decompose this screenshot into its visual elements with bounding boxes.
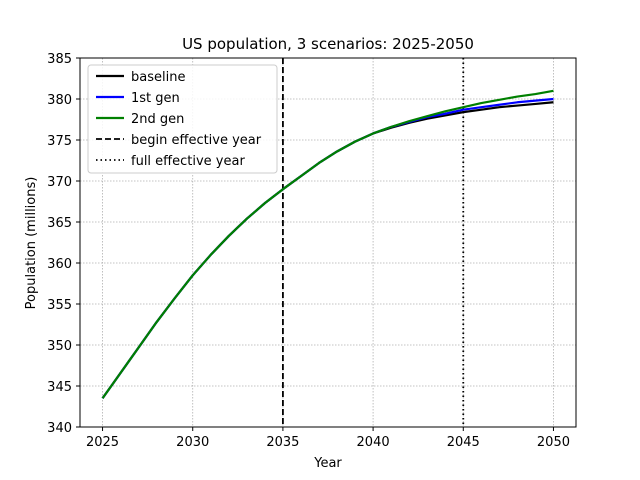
x-tick-label: 2050 xyxy=(537,435,570,450)
y-tick-label: 360 xyxy=(47,257,72,272)
y-tick-label: 385 xyxy=(47,52,72,67)
legend-label: 2nd gen xyxy=(131,112,184,127)
y-axis-ticks: 340 345 350 355 360 365 370 375 380 385 xyxy=(47,52,80,436)
series-lines xyxy=(101,89,554,399)
y-tick-label: 345 xyxy=(47,380,72,395)
legend-label: baseline xyxy=(131,70,185,85)
chart-title: US population, 3 scenarios: 2025-2050 xyxy=(182,35,474,53)
y-axis-title: Population (millions) xyxy=(24,177,39,310)
series-line-2nd-gen xyxy=(101,89,554,399)
plot-frame xyxy=(79,57,577,428)
x-tick-label: 2040 xyxy=(357,435,390,450)
y-tick-label: 365 xyxy=(47,216,72,231)
legend-box xyxy=(87,64,278,174)
x-tick-label: 2025 xyxy=(86,435,119,450)
legend-label: begin effective year xyxy=(131,133,262,148)
y-tick-label: 370 xyxy=(47,175,72,190)
x-axis-ticks: 2025 2030 2035 2040 2045 2050 xyxy=(86,427,570,450)
y-tick-label: 375 xyxy=(47,134,72,149)
x-tick-label: 2035 xyxy=(266,435,299,450)
legend-label: 1st gen xyxy=(131,91,180,106)
y-tick-label: 340 xyxy=(47,421,72,436)
y-tick-label: 355 xyxy=(47,298,72,313)
legend: baseline 1st gen 2nd gen begin effective ye… xyxy=(87,64,278,174)
reference-lines xyxy=(282,58,465,427)
y-tick-label: 380 xyxy=(47,93,72,108)
x-tick-label: 2045 xyxy=(447,435,480,450)
x-axis-title: Year xyxy=(313,456,342,471)
x-tick-label: 2030 xyxy=(176,435,209,450)
y-tick-label: 350 xyxy=(47,339,72,354)
legend-label: full effective year xyxy=(131,154,245,169)
